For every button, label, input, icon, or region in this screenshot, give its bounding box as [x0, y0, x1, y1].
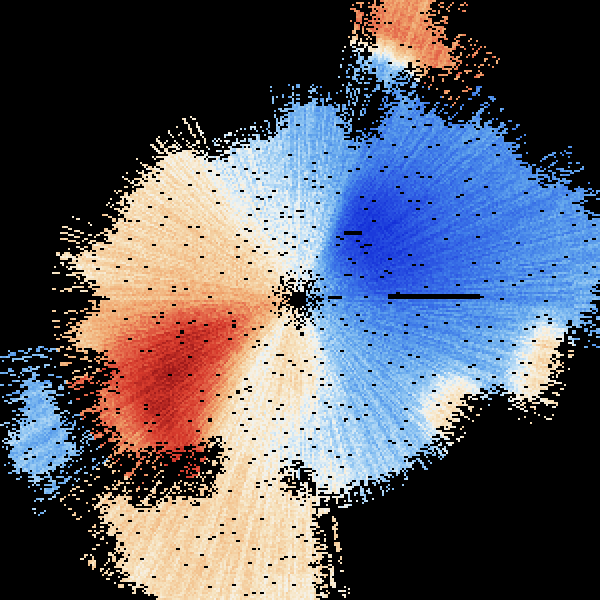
doppler-velocity-canvas — [0, 0, 600, 600]
radar-velocity-display — [0, 0, 600, 600]
